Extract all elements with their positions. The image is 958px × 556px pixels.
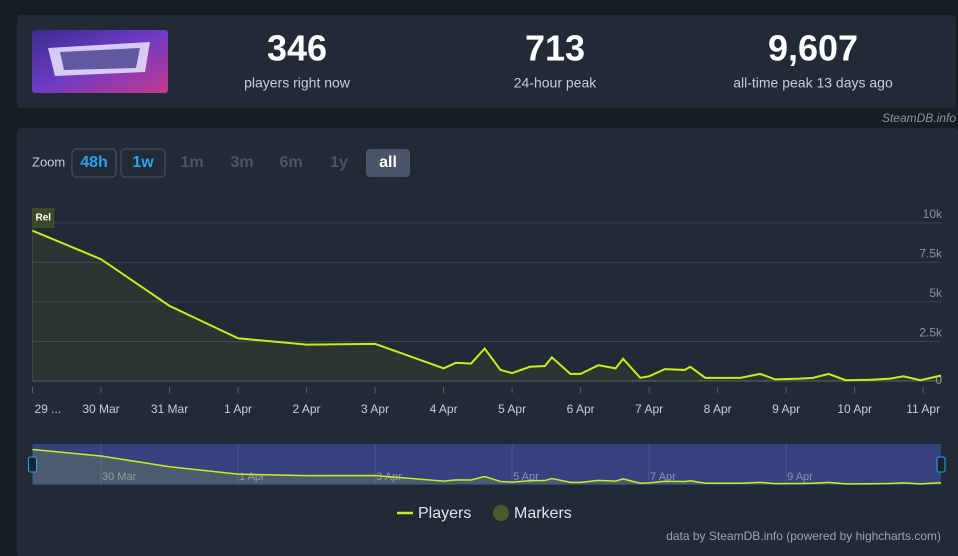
navigator-handle[interactable] [28,456,37,473]
x-tick-label: 2 Apr [293,402,321,416]
x-tick-label: 6 Apr [567,402,595,416]
legend-symbol[interactable] [493,505,509,521]
zoom-option[interactable]: 48h [80,154,108,171]
x-tick-label: 10 Apr [837,402,872,416]
series-line [32,229,942,382]
zoom-button[interactable] [71,148,117,178]
x-tick-label: 3 Apr [361,402,389,416]
x-tick-label: 1 Apr [224,402,252,416]
navigator-handle[interactable] [936,456,946,473]
x-tick-label: 31 Mar [151,402,188,416]
navigator-line [32,448,942,485]
zoom-option[interactable]: all [379,154,397,171]
x-tick-label: 29 ... [35,402,62,416]
x-tick-label: 11 Apr [906,402,940,416]
annotation-flag [32,208,55,228]
game-logo [32,30,168,93]
zoom-option[interactable]: 1y [330,154,348,171]
y-tick-label: 0 [935,373,942,387]
y-tick-label: 7.5k [919,247,943,261]
x-tick-label: 8 Apr [704,402,732,416]
navigator-label: 7 Apr [650,471,676,483]
x-tick-label: 30 Mar [82,402,119,416]
zoom-label: Zoom [32,154,65,169]
stats-panel [17,15,956,108]
x-tick-label: 5 Apr [498,402,526,416]
navigator-label: 9 Apr [787,471,813,483]
zoom-button[interactable] [120,148,166,178]
y-tick-label: 2.5k [919,326,943,340]
x-tick-label: 7 Apr [635,402,663,416]
area-fill [32,230,941,381]
stat-label: 24-hour peak [514,75,598,91]
zoom-option[interactable]: 6m [279,154,302,171]
navigator-label: 5 Apr [513,471,539,483]
zoom-button[interactable] [366,149,410,177]
navigator-label: 30 Mar [102,471,137,483]
legend-item[interactable]: Markers [514,505,572,522]
x-tick-label: 4 Apr [430,402,458,416]
y-tick-label: 5k [929,286,943,300]
annotation-label: Rel [36,213,52,224]
x-tick-label: 9 Apr [772,402,800,416]
stat-value: 713 [525,28,585,69]
watermark: SteamDB.info [882,111,956,125]
zoom-option[interactable]: 1w [132,154,154,171]
y-tick-label: 10k [923,207,943,221]
legend-item[interactable]: Players [418,505,471,522]
stat-value: 346 [267,28,327,69]
stat-label: all-time peak 13 days ago [733,75,893,91]
zoom-option[interactable]: 3m [230,154,253,171]
navigator[interactable] [32,444,942,485]
zoom-option[interactable]: 1m [180,154,203,171]
stat-label: players right now [244,75,351,91]
stat-value: 9,607 [768,28,858,69]
credits[interactable]: data by SteamDB.info (powered by highcha… [666,529,941,543]
